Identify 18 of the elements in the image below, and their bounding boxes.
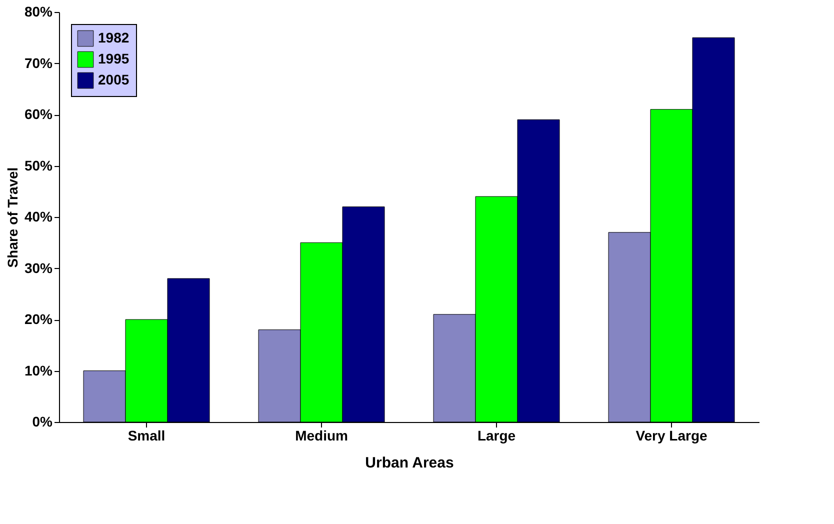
- legend-label: 1995: [98, 50, 130, 66]
- y-tick-label: 40%: [24, 208, 54, 224]
- y-tick-label: 0%: [32, 414, 54, 430]
- y-tick-label: 80%: [24, 4, 54, 20]
- x-tick-label: Medium: [295, 428, 348, 444]
- legend-label: 1982: [98, 30, 130, 46]
- y-tick-label: 30%: [24, 260, 54, 276]
- legend-label: 2005: [98, 72, 130, 88]
- x-tick-label: Very Large: [636, 428, 708, 444]
- x-axis-title: Urban Areas: [365, 454, 454, 472]
- y-tick-label: 50%: [24, 157, 54, 174]
- y-axis-title: Share of Travel: [4, 167, 20, 268]
- y-tick-label: 60%: [24, 106, 54, 122]
- y-tick-label: 10%: [24, 362, 54, 378]
- x-tick-label: Small: [128, 428, 166, 444]
- x-tick-label: Large: [477, 428, 516, 444]
- y-tick-label: 20%: [24, 311, 54, 327]
- y-tick-label: 70%: [24, 54, 54, 71]
